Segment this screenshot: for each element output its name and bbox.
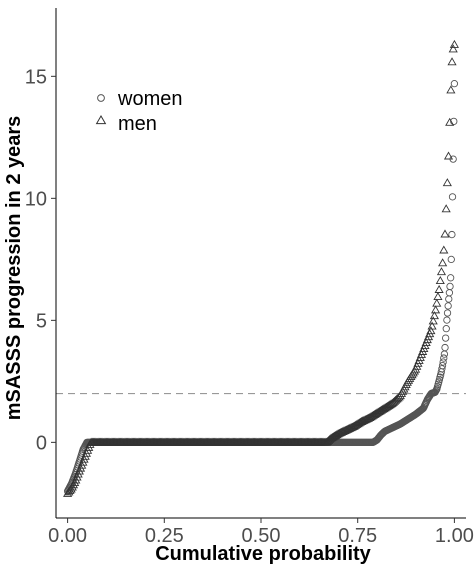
legend: women men <box>95 88 182 135</box>
data-point-men <box>321 437 331 446</box>
data-point-women <box>450 80 459 88</box>
data-point-men <box>448 44 458 53</box>
data-point-women <box>445 295 453 303</box>
data-point-women <box>450 117 458 126</box>
data-point-women <box>448 230 456 239</box>
y-tick-label: 5 <box>36 310 47 332</box>
x-tick-label: 0.75 <box>338 525 377 547</box>
legend-women-circle-icon <box>97 94 105 102</box>
data-point-women <box>441 334 450 342</box>
data-point-women <box>443 316 451 324</box>
data-point-women <box>444 302 452 310</box>
data-point-women <box>446 274 455 282</box>
data-point-men <box>441 204 451 213</box>
data-point-men <box>426 326 436 335</box>
data-point-men <box>434 284 444 293</box>
x-axis-title: Cumulative probability <box>155 543 371 565</box>
legend-women-label: women <box>117 88 182 110</box>
y-axis-title: mSASSS progression in 2 years <box>3 116 25 421</box>
y-tick-label: 10 <box>25 188 47 210</box>
data-point-women <box>448 193 457 201</box>
data-point-women <box>440 354 448 362</box>
data-point-men <box>433 291 443 300</box>
plot-area <box>56 39 466 497</box>
data-point-men <box>428 316 438 325</box>
data-point-men <box>427 321 437 330</box>
series-men <box>63 39 459 497</box>
x-tick-label: 1.00 <box>435 525 474 547</box>
data-point-men <box>438 258 448 267</box>
data-point-men <box>435 276 445 285</box>
series-women <box>63 80 459 495</box>
data-point-women <box>442 324 450 333</box>
data-point-women <box>446 282 454 291</box>
axes: 0.00 0.25 0.50 0.75 1.00 0 5 10 15 <box>25 8 474 547</box>
x-tick-label: 0.25 <box>145 525 184 547</box>
y-tick-label: 15 <box>25 66 47 88</box>
data-point-men <box>443 151 454 160</box>
data-point-men <box>446 85 456 94</box>
data-point-men <box>393 393 403 402</box>
y-ticks: 0 5 10 15 <box>25 66 56 454</box>
data-point-men <box>439 245 449 254</box>
data-point-women <box>445 289 454 297</box>
data-point-women <box>447 255 455 264</box>
data-point-men <box>442 178 452 187</box>
legend-men-label: men <box>118 113 157 135</box>
data-point-women <box>441 343 449 352</box>
x-ticks: 0.00 0.25 0.50 0.75 1.00 <box>48 518 474 547</box>
data-point-women <box>443 309 452 317</box>
data-point-women <box>438 365 446 373</box>
data-point-men <box>445 117 455 126</box>
data-point-men <box>386 399 396 408</box>
data-point-women <box>438 361 447 370</box>
data-point-men <box>431 305 441 314</box>
data-point-men <box>429 311 439 320</box>
data-point-men <box>440 229 450 238</box>
data-point-men <box>447 57 457 66</box>
data-point-women <box>440 350 449 358</box>
x-tick-label: 0.50 <box>242 525 281 547</box>
data-point-men <box>449 39 459 48</box>
data-point-women <box>439 358 447 366</box>
x-tick-label: 0.00 <box>48 525 87 547</box>
data-point-men <box>432 298 442 307</box>
y-tick-label: 0 <box>36 432 47 454</box>
data-point-men <box>436 267 447 276</box>
legend-men-triangle-icon <box>95 115 107 125</box>
